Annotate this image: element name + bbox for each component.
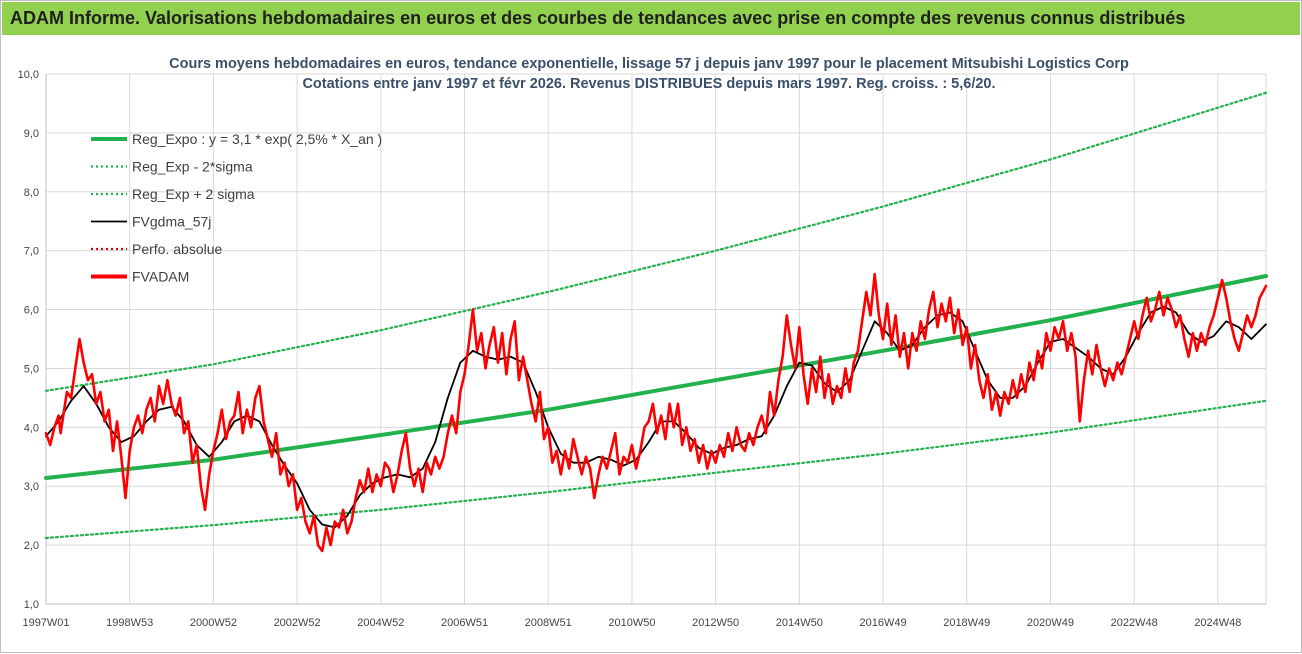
x-tick-label: 1997W01 xyxy=(22,617,69,629)
legend-entry-label: Perfo. absolue xyxy=(132,241,222,257)
x-tick-label: 2004W52 xyxy=(357,617,404,629)
chart-title: Cours moyens hebdomadaires en euros, ten… xyxy=(169,56,1129,92)
legend-entry-label: FVgdma_57j xyxy=(132,214,211,230)
chart-title-line: Cours moyens hebdomadaires en euros, ten… xyxy=(169,56,1129,72)
y-tick-label: 5,0 xyxy=(24,363,39,375)
report-banner: ADAM Informe. Valorisations hebdomadaire… xyxy=(2,2,1300,35)
reg-plus-2sigma-line xyxy=(44,91,1268,392)
x-tick-label: 2016W49 xyxy=(860,617,907,629)
x-tick-label: 2018W49 xyxy=(943,617,990,629)
legend-entry-label: Reg_Exp + 2 sigma xyxy=(132,186,255,202)
y-tick-label: 3,0 xyxy=(24,481,39,493)
x-tick-label: 2008W51 xyxy=(525,617,572,629)
y-tick-label: 7,0 xyxy=(24,246,39,258)
fvadam-line xyxy=(44,272,1268,553)
y-tick-label: 10,0 xyxy=(18,69,39,81)
x-tick-label: 2020W49 xyxy=(1027,617,1074,629)
x-tick-label: 2006W51 xyxy=(441,617,488,629)
x-tick-label: 2014W50 xyxy=(776,617,823,629)
report-banner-title: ADAM Informe. Valorisations hebdomadaire… xyxy=(10,8,1186,28)
y-tick-label: 8,0 xyxy=(24,187,39,199)
y-tick-label: 1,0 xyxy=(24,599,39,611)
legend: Reg_Expo : y = 3,1 * exp( 2,5% * X_an ) R… xyxy=(91,131,382,285)
x-tick-label: 2012W50 xyxy=(692,617,739,629)
reg-minus-2sigma-line xyxy=(44,399,1268,540)
legend-entry-label: Reg_Exp - 2*sigma xyxy=(132,159,253,175)
chart-title-line: Cotations entre janv 1997 et févr 2026. … xyxy=(302,76,995,92)
legend-entry-label: FVADAM xyxy=(132,269,189,285)
x-tick-label: 2002W52 xyxy=(274,617,321,629)
x-tick-label: 2024W48 xyxy=(1194,617,1241,629)
axes: 1,0 2,0 3,0 4,0 5,0 6,0 7,0 8,0 9,0 10,0 1997W01 19… xyxy=(18,69,1266,629)
y-tick-label: 6,0 xyxy=(24,305,39,317)
x-tick-label: 2010W50 xyxy=(608,617,655,629)
y-tick-label: 4,0 xyxy=(24,422,39,434)
x-tick-label: 2022W48 xyxy=(1111,617,1158,629)
x-tick-label: 2000W52 xyxy=(190,617,237,629)
y-tick-label: 2,0 xyxy=(24,540,39,552)
grid xyxy=(45,73,1267,605)
series-lines xyxy=(44,91,1268,553)
legend-entry-label: Reg_Expo : y = 3,1 * exp( 2,5% * X_an ) xyxy=(132,131,382,147)
y-tick-label: 9,0 xyxy=(24,128,39,140)
reg-expo-line xyxy=(44,274,1268,480)
x-tick-label: 1998W53 xyxy=(106,617,153,629)
